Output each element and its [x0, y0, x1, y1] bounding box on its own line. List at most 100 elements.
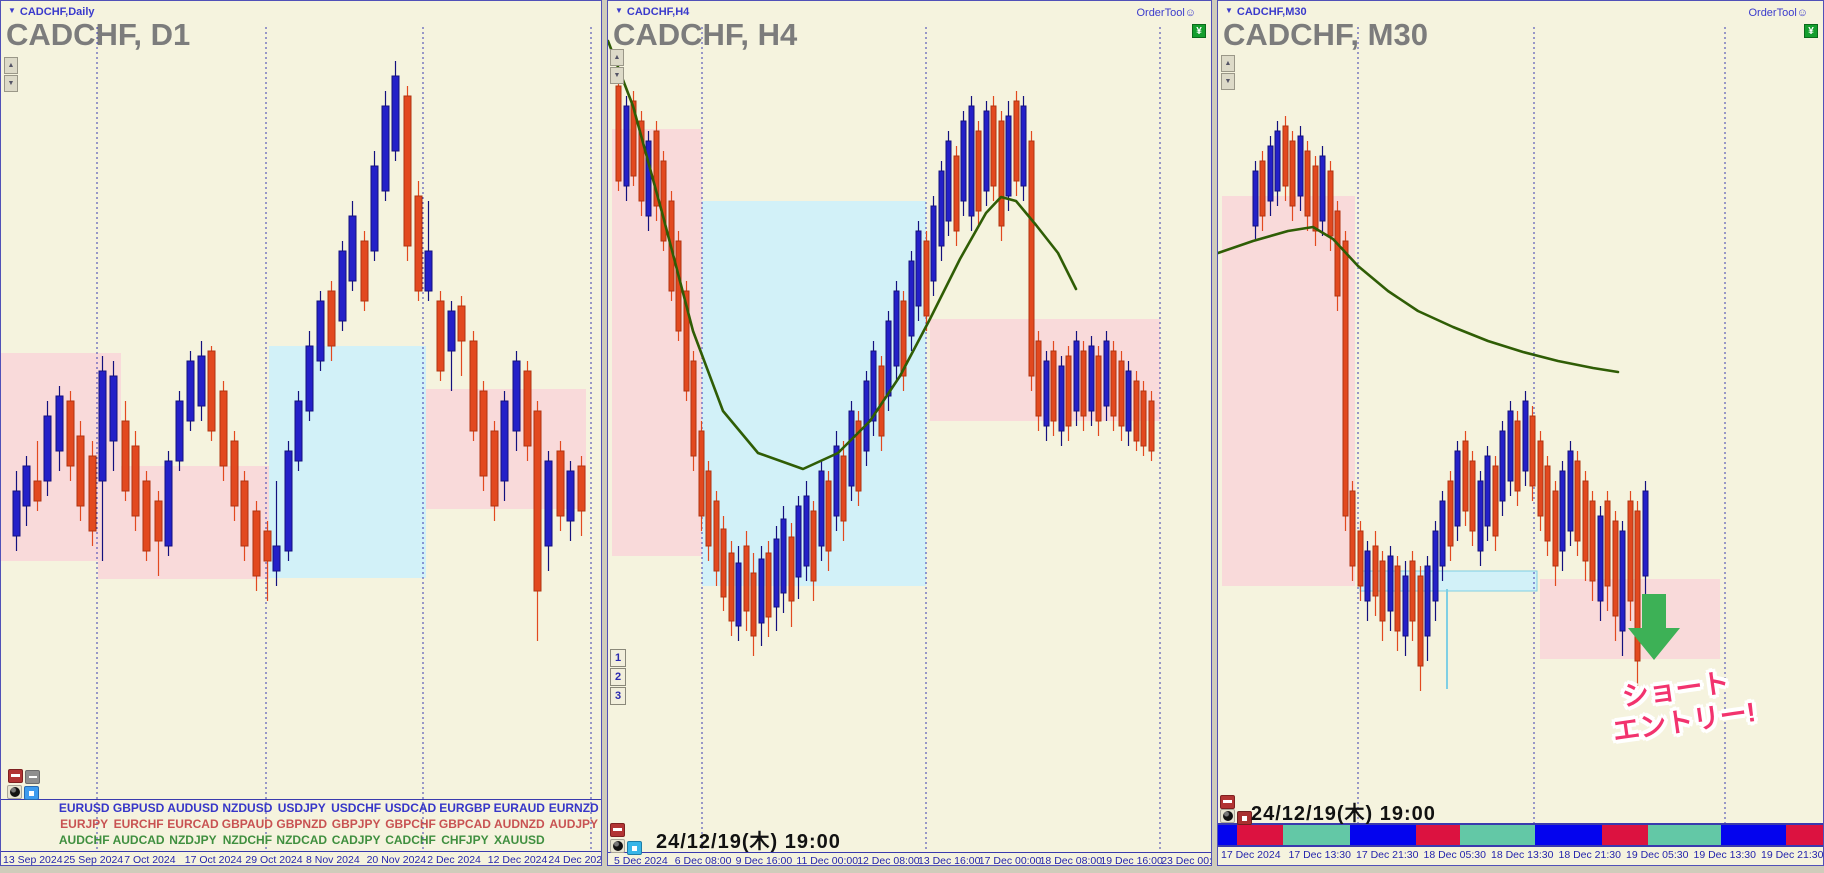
pair-item[interactable]: EURNZD	[548, 801, 599, 815]
candle-body	[750, 572, 757, 637]
pair-item[interactable]: CADCHF	[385, 833, 436, 847]
candlestick-chart-d1	[1, 27, 592, 850]
pair-item[interactable]: AUDCAD	[112, 833, 165, 847]
pair-item[interactable]: NZDCHF	[222, 833, 273, 847]
candle-body	[1088, 345, 1095, 412]
pair-item[interactable]: EURUSD	[58, 801, 110, 815]
bomb-icon-button[interactable]	[7, 785, 22, 799]
pair-item[interactable]: NZDJPY	[169, 833, 217, 847]
candle-body	[953, 155, 960, 232]
time-axis-m30[interactable]: 17 Dec 2024 17 Dec 13:30 17 Dec 21:30 18 De…	[1218, 846, 1823, 863]
symbol-ticker[interactable]: ▼ CADCHF,Daily	[8, 6, 95, 18]
time-axis-d1[interactable]: 13 Sep 2024 25 Sep 2024 7 Oct 2024 17 Oct 2…	[1, 851, 601, 866]
pair-item[interactable]: EURAUD	[493, 801, 545, 815]
candle-body	[1612, 520, 1619, 617]
bomb-icon-button[interactable]	[1220, 809, 1235, 823]
candle-body	[990, 105, 997, 187]
candle-body	[1282, 125, 1289, 187]
pair-item[interactable]: USDCAD	[384, 801, 437, 815]
scroll-up-button[interactable]: ▲	[610, 49, 624, 66]
candle-body	[900, 300, 907, 377]
candle-body	[22, 465, 31, 507]
yen-order-button[interactable]: ¥	[1804, 24, 1818, 38]
scroll-down-button[interactable]: ▼	[610, 67, 624, 84]
candle-body	[381, 105, 390, 192]
candle-body	[284, 450, 293, 552]
pair-item[interactable]: CADJPY	[331, 833, 381, 847]
pair-item[interactable]: EURCAD	[167, 817, 219, 831]
pair-item[interactable]: GBPUSD	[112, 801, 165, 815]
pair-item[interactable]: AUDUSD	[167, 801, 219, 815]
pair-item[interactable]: EURGBP	[439, 801, 491, 815]
candle-body	[294, 400, 303, 462]
pair-item[interactable]: AUDCHF	[58, 833, 110, 847]
marker-cyan-button[interactable]	[627, 841, 642, 855]
pair-item[interactable]: GBPNZD	[276, 817, 328, 831]
scroll-down-button[interactable]: ▼	[1221, 73, 1235, 90]
candle-body	[1148, 400, 1155, 452]
pair-item[interactable]: GBPJPY	[331, 817, 381, 831]
pair-item[interactable]: GBPAUD	[221, 817, 273, 831]
candle-body	[615, 85, 622, 182]
candle-body	[1402, 575, 1409, 637]
pair-item[interactable]: AUDJPY	[549, 817, 599, 831]
scroll-down-button[interactable]: ▼	[4, 75, 18, 92]
up-arrow-icon: ▲	[1224, 60, 1232, 67]
preset-button-1[interactable]: 1	[610, 649, 626, 667]
pair-item[interactable]: NZDCAD	[276, 833, 328, 847]
down-arrow-icon: ▼	[7, 80, 15, 87]
yen-order-button[interactable]: ¥	[1192, 24, 1206, 38]
scroll-up-button[interactable]: ▲	[4, 57, 18, 74]
minimize-tool-button[interactable]	[25, 770, 40, 784]
candle-body	[1364, 550, 1371, 602]
preset-button-2[interactable]: 2	[610, 668, 626, 686]
candle-body	[500, 400, 509, 482]
symbol-ticker[interactable]: ▼ CADCHF,M30	[1225, 6, 1307, 18]
candle-body	[1289, 140, 1296, 207]
candle-body	[930, 205, 937, 282]
axis-label: 19 Dec 13:30	[1693, 849, 1756, 861]
pair-item[interactable]: CHFJPY	[441, 833, 489, 847]
chevron-down-icon: ▼	[8, 6, 16, 15]
pair-item[interactable]: USDCHF	[331, 801, 382, 815]
candle-body	[556, 450, 565, 517]
close-tool-button[interactable]	[8, 769, 23, 783]
preset-button-3[interactable]: 3	[610, 687, 626, 705]
sell-zone	[1222, 196, 1355, 586]
pair-item[interactable]: EURCHF	[113, 817, 164, 831]
candle-body	[728, 552, 735, 622]
pair-item[interactable]: GBPCHF	[385, 817, 436, 831]
axis-label: 17 Dec 00:00	[978, 855, 1042, 866]
pair-row: EURUSD GBPUSD AUDUSD NZDUSD USDJPY USDCHF USDC…	[1, 800, 601, 816]
candle-body	[960, 120, 967, 202]
marker-red-button[interactable]	[1237, 811, 1252, 825]
candle-body	[88, 455, 97, 532]
pair-item[interactable]: EURJPY	[60, 817, 109, 831]
symbol-ticker[interactable]: ▼ CADCHF,H4	[615, 6, 689, 18]
time-axis-h4[interactable]: 5 Dec 2024 6 Dec 08:00 9 Dec 16:00 11 Dec 0…	[608, 852, 1211, 866]
candle-body	[348, 215, 357, 282]
candle-body	[825, 480, 832, 552]
marker-blue-button[interactable]	[24, 786, 39, 800]
axis-label: 24 Dec 2024	[548, 854, 601, 866]
candle-body	[305, 345, 314, 412]
candle-body	[818, 470, 825, 547]
close-tool-button[interactable]	[610, 823, 625, 837]
scroll-up-button[interactable]: ▲	[1221, 55, 1235, 72]
pair-item[interactable]: XAUUSD	[493, 833, 545, 847]
bomb-icon-button[interactable]	[610, 839, 625, 853]
candle-body	[690, 360, 697, 457]
candle-body	[1537, 440, 1544, 517]
pair-item[interactable]: AUDNZD	[493, 817, 545, 831]
candle-body	[1058, 365, 1065, 432]
pair-item[interactable]: USDJPY	[277, 801, 326, 815]
axis-label: 23 Dec 00:00	[1161, 855, 1211, 866]
candle-body	[1020, 105, 1027, 187]
trend-strip-segment	[1721, 825, 1787, 845]
chart-title: CADCHF, H4	[613, 17, 798, 52]
pair-item[interactable]: NZDUSD	[222, 801, 273, 815]
candle-body	[197, 355, 206, 407]
candle-body	[1589, 500, 1596, 582]
pair-item[interactable]: GBPCAD	[438, 817, 491, 831]
close-tool-button[interactable]	[1220, 795, 1235, 809]
